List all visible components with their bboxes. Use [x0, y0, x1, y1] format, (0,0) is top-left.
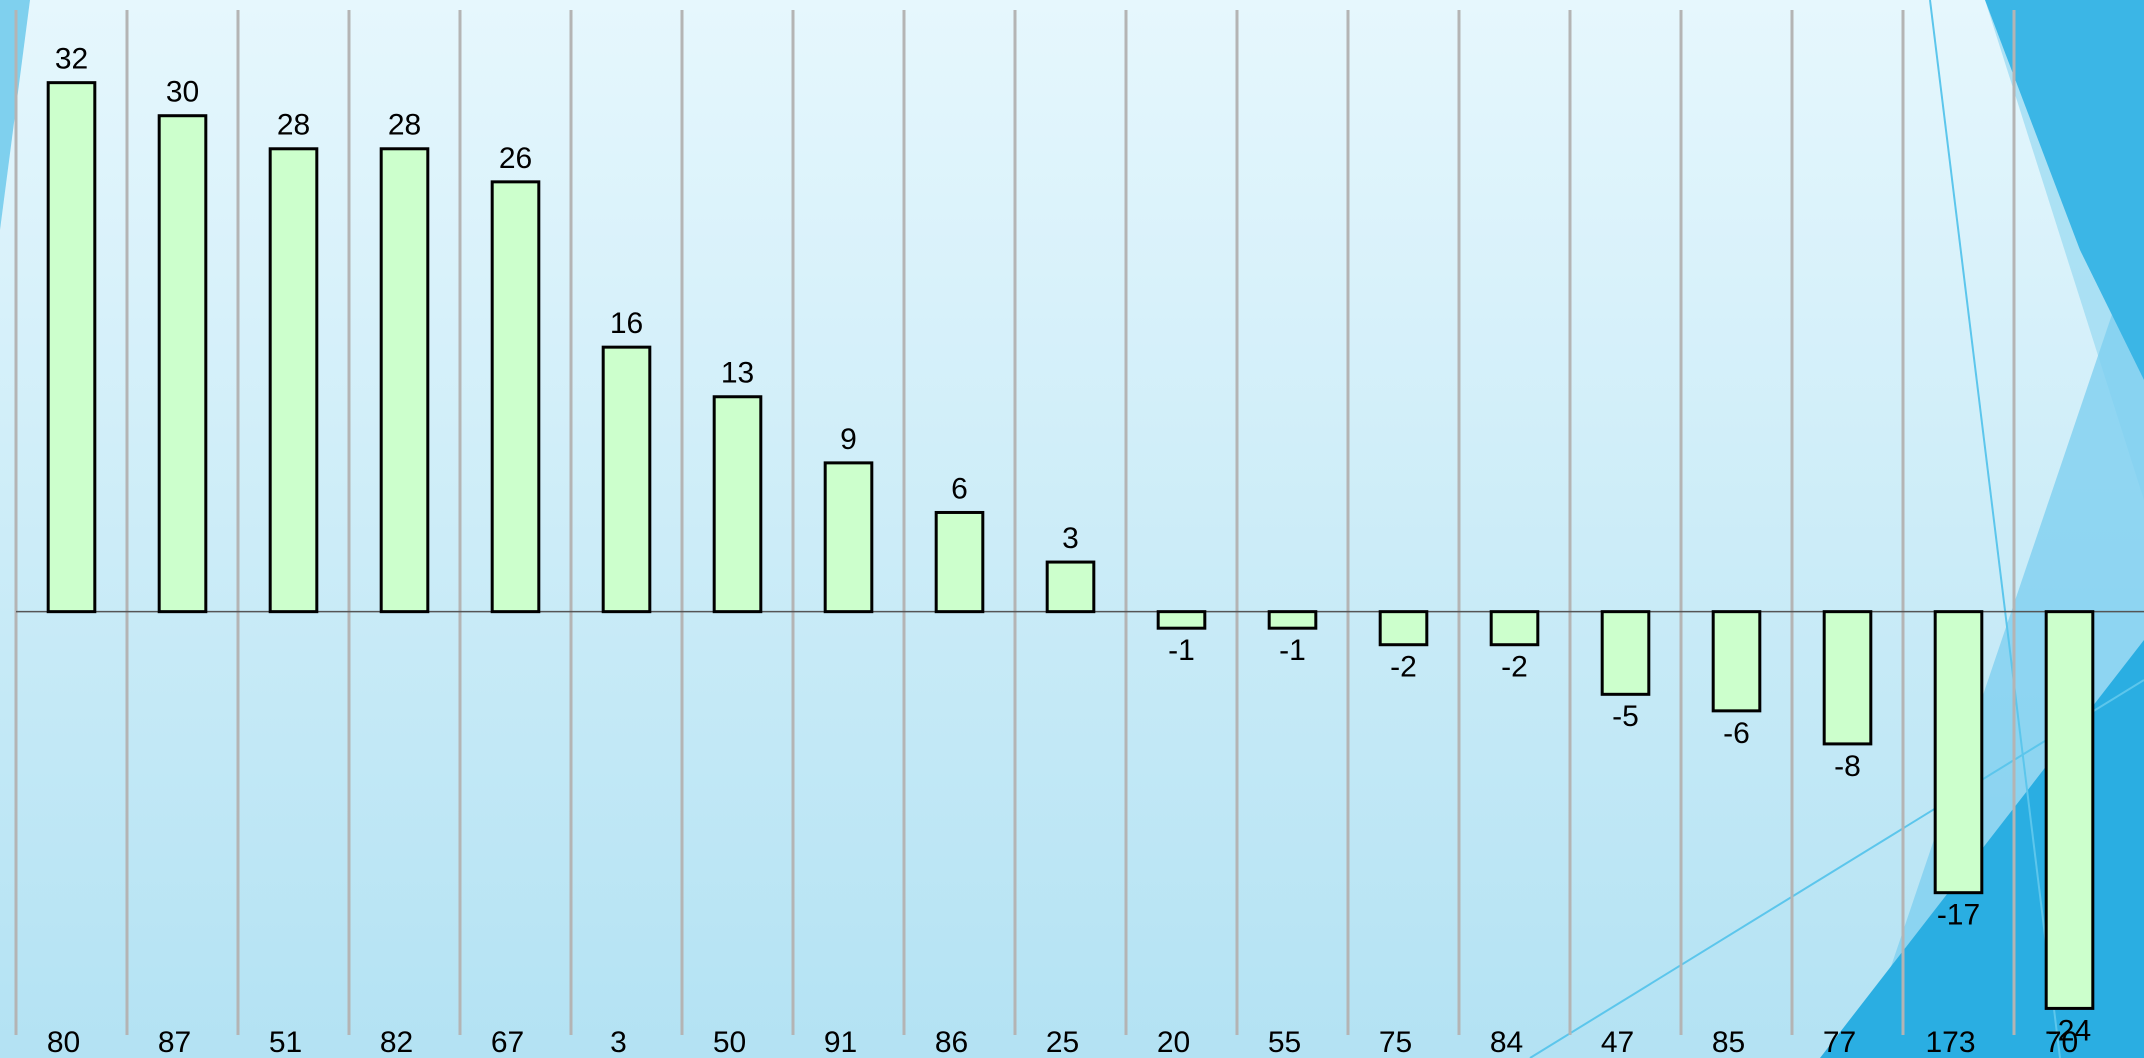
data-label: -24: [2048, 1014, 2091, 1047]
bar: [603, 347, 650, 612]
data-label: -2: [1501, 651, 1528, 684]
data-label: -8: [1834, 750, 1861, 783]
x-tick-label: 67: [491, 1026, 524, 1058]
data-label: 9: [840, 423, 857, 456]
data-label: 16: [610, 307, 643, 340]
bar: [381, 149, 428, 612]
x-tick-label: 55: [1268, 1026, 1301, 1058]
x-tick-label: 91: [824, 1026, 857, 1058]
bar: [2046, 612, 2093, 1009]
bar: [1824, 612, 1871, 744]
bar: [825, 463, 872, 612]
x-tick-label: 50: [713, 1026, 746, 1058]
bar: [492, 182, 539, 612]
data-label: -17: [1937, 899, 1980, 932]
bar: [1713, 612, 1760, 711]
x-tick-label: 77: [1823, 1026, 1856, 1058]
data-label: 3: [1062, 522, 1079, 555]
data-label: -5: [1612, 700, 1639, 733]
bar: [1491, 612, 1538, 645]
x-tick-label: 75: [1379, 1026, 1412, 1058]
x-tick-label: 20: [1157, 1026, 1190, 1058]
bar: [48, 83, 95, 612]
data-label: -1: [1168, 634, 1195, 667]
chart: 80 32 87 30 51 28 82 28 67 26 3 16 50 13 91 9 86 6 25 3 20 -1…: [0, 0, 2144, 1058]
x-tick-label: 84: [1490, 1026, 1523, 1058]
data-label: 13: [721, 357, 754, 390]
data-label: -6: [1723, 717, 1750, 750]
data-label: 30: [166, 76, 199, 109]
x-tick-label: 87: [158, 1026, 191, 1058]
x-tick-label: 80: [47, 1026, 80, 1058]
x-tick-label: 25: [1046, 1026, 1079, 1058]
data-label: -2: [1390, 651, 1417, 684]
data-label: 26: [499, 142, 532, 175]
data-label: 6: [951, 472, 968, 505]
data-label: 28: [277, 109, 310, 142]
data-label: 28: [388, 109, 421, 142]
bar: [159, 116, 206, 612]
x-tick-label: 173: [1925, 1026, 1975, 1058]
data-label: 32: [55, 43, 88, 76]
x-tick-label: 51: [269, 1026, 302, 1058]
x-tick-label: 86: [935, 1026, 968, 1058]
bar: [1047, 562, 1094, 612]
bar: [1602, 612, 1649, 695]
bar: [714, 397, 761, 612]
x-tick-label: 47: [1601, 1026, 1634, 1058]
page: {"chart_data": {"type": "bar", "categori…: [0, 0, 2144, 1058]
x-tick-label: 3: [610, 1026, 627, 1058]
bar: [1935, 612, 1982, 893]
bar: [1269, 612, 1316, 629]
bar: [1380, 612, 1427, 645]
data-label: -1: [1279, 634, 1306, 667]
x-tick-label: 82: [380, 1026, 413, 1058]
bar: [1158, 612, 1205, 629]
bar: [270, 149, 317, 612]
bar: [936, 512, 983, 611]
x-tick-label: 85: [1712, 1026, 1745, 1058]
